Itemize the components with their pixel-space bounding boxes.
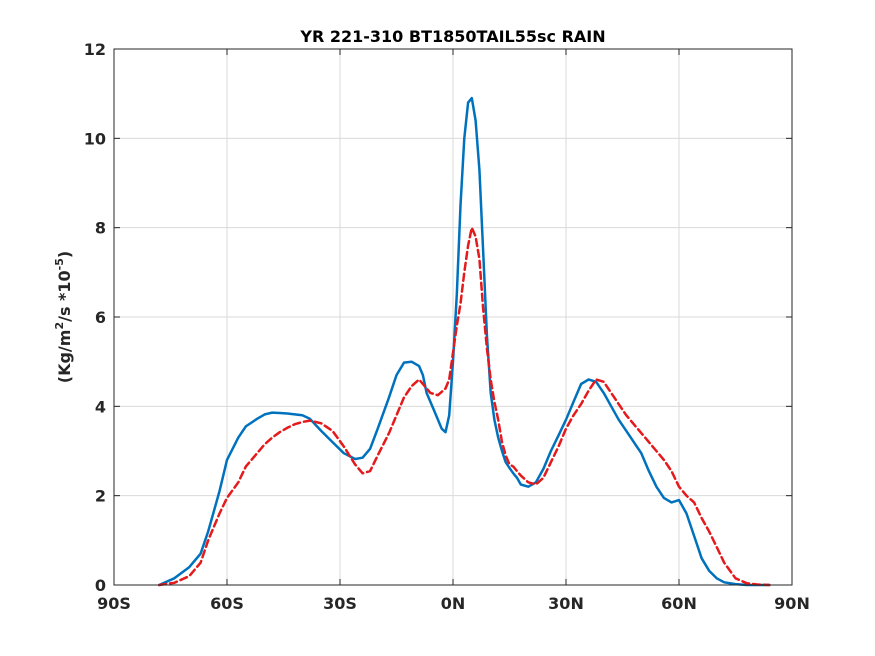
y-tick-label: 8 — [95, 219, 106, 238]
x-tick-label: 90S — [97, 594, 131, 613]
x-tick-label: 30S — [323, 594, 357, 613]
x-tick-label: 30N — [548, 594, 584, 613]
series-layer — [157, 96, 771, 587]
y-tick-label: 4 — [95, 397, 106, 416]
chart-title: YR 221-310 BT1850TAIL55sc RAIN — [299, 27, 605, 46]
x-tick-label: 0N — [441, 594, 466, 613]
y-tick-label: 6 — [95, 308, 106, 327]
y-axis-label: (Kg/m2/s *10-5) — [53, 251, 74, 383]
grid-lines — [114, 49, 792, 585]
ylabel-mid: /s *10 — [55, 270, 74, 322]
x-tick-label: 60S — [210, 594, 244, 613]
series-line-solid — [157, 96, 771, 587]
ylabel-superscript-2: -5 — [53, 258, 66, 270]
y-tick-label: 10 — [84, 129, 106, 148]
x-tick-label: 90N — [774, 594, 810, 613]
y-tick-label: 12 — [84, 40, 106, 59]
y-tick-label: 0 — [95, 576, 106, 595]
ylabel-superscript-1: 2 — [53, 322, 66, 330]
y-tick-label: 2 — [95, 487, 106, 506]
ylabel-main: (Kg/m — [55, 330, 74, 384]
series-line-dashed — [157, 226, 771, 587]
ticks: 90S 60S 30S 0N 30N 60N 90N 0 2 4 6 8 10 12 — [84, 40, 810, 613]
x-tick-label: 60N — [661, 594, 697, 613]
ylabel-end: ) — [55, 251, 74, 258]
